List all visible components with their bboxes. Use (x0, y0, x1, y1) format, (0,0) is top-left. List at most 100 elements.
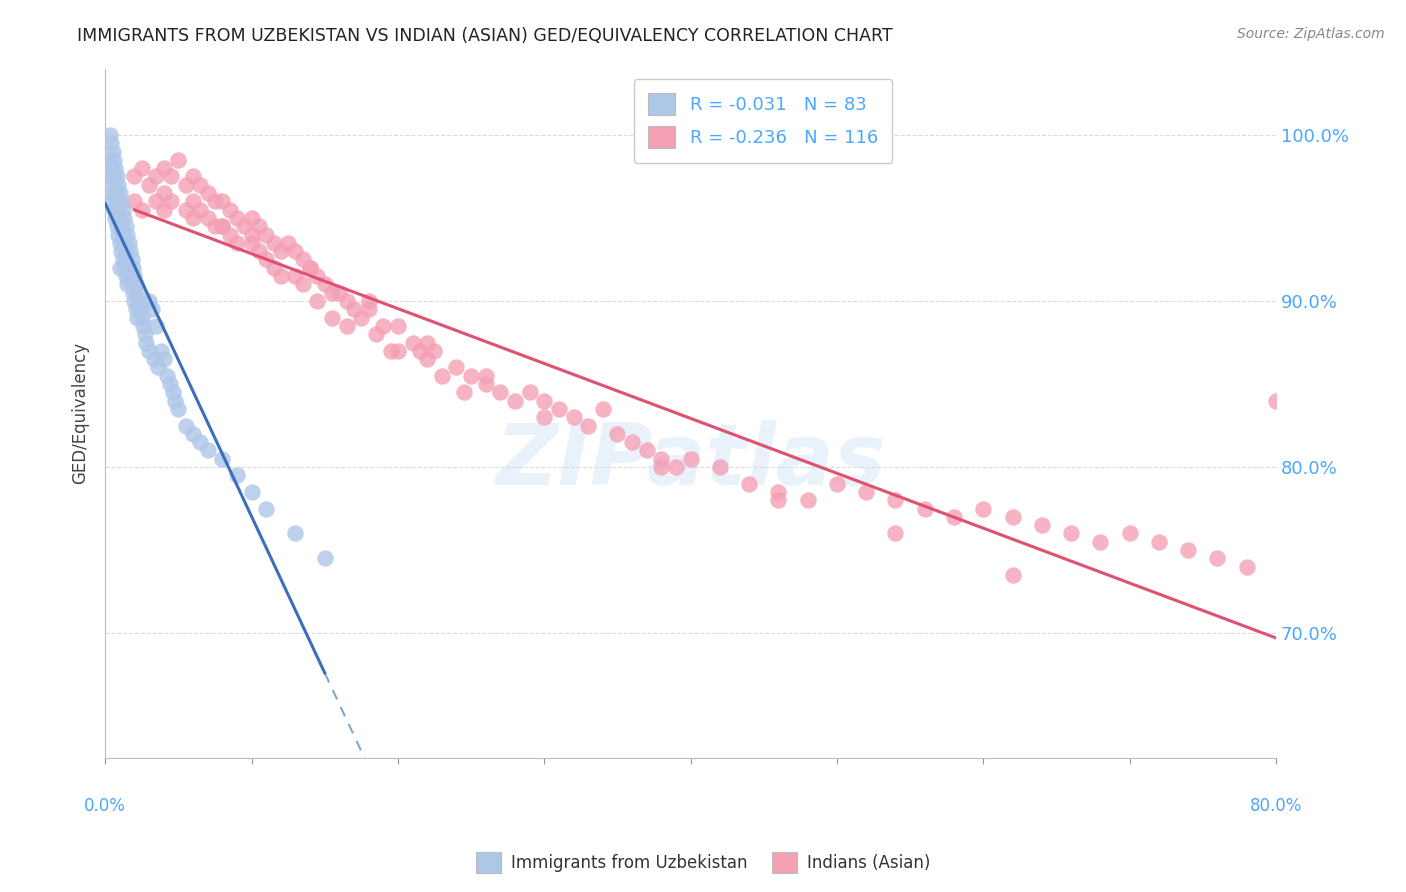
Legend: Immigrants from Uzbekistan, Indians (Asian): Immigrants from Uzbekistan, Indians (Asi… (468, 846, 938, 880)
Point (114, 269, 136, 284)
Point (111, 202, 134, 217)
Point (364, 327, 387, 342)
Point (100, 186, 122, 200)
Point (138, 343, 160, 358)
Point (146, 360, 169, 375)
Point (263, 260, 285, 275)
Point (174, 202, 197, 217)
Point (796, 493, 818, 508)
Point (104, 186, 127, 200)
Point (218, 227, 240, 242)
Point (110, 244, 132, 259)
Point (124, 169, 146, 184)
Point (124, 269, 146, 284)
Point (131, 310, 153, 325)
Point (240, 485, 263, 500)
Point (127, 285, 149, 300)
Point (307, 269, 329, 284)
Point (314, 551, 336, 566)
Point (211, 451, 233, 466)
Point (105, 169, 128, 184)
Point (197, 186, 219, 200)
Point (291, 252, 314, 267)
Point (321, 310, 343, 325)
Point (104, 211, 127, 225)
Point (1060, 526, 1083, 541)
Point (204, 219, 226, 234)
Point (460, 368, 482, 383)
Point (181, 169, 204, 184)
Point (503, 393, 526, 408)
Point (387, 318, 409, 333)
Point (111, 227, 134, 242)
Point (108, 211, 131, 225)
Point (114, 244, 136, 259)
Point (103, 153, 125, 167)
Point (211, 194, 233, 209)
Point (211, 219, 233, 234)
Point (350, 310, 373, 325)
Point (226, 211, 249, 225)
Point (135, 335, 157, 350)
Point (1031, 518, 1053, 533)
Text: ZIPatlas: ZIPatlas (495, 420, 886, 503)
Point (336, 318, 359, 333)
Point (423, 343, 446, 358)
Point (562, 410, 585, 425)
Point (489, 385, 512, 400)
Point (110, 219, 132, 234)
Point (108, 260, 131, 275)
Point (299, 260, 322, 275)
Point (240, 235, 263, 250)
Point (240, 211, 263, 225)
Point (211, 219, 233, 234)
Point (768, 493, 790, 508)
Point (474, 377, 496, 392)
Point (111, 252, 134, 267)
Point (129, 302, 152, 317)
Point (181, 426, 204, 441)
Point (277, 235, 299, 250)
Point (533, 410, 555, 425)
Point (357, 302, 380, 317)
Point (112, 211, 135, 225)
Point (226, 468, 249, 483)
Point (1236, 559, 1258, 574)
Point (125, 277, 148, 292)
Point (357, 293, 380, 308)
Y-axis label: GED/Equivalency: GED/Equivalency (72, 342, 89, 484)
Point (141, 302, 163, 317)
Point (98, 128, 121, 142)
Point (100, 161, 122, 176)
Point (107, 227, 129, 242)
Point (254, 252, 277, 267)
Point (117, 235, 139, 250)
Point (134, 327, 156, 342)
Point (128, 293, 150, 308)
Point (159, 377, 181, 392)
Point (307, 293, 329, 308)
Point (679, 451, 702, 466)
Point (284, 244, 307, 259)
Point (343, 302, 366, 317)
Point (181, 211, 204, 225)
Point (1177, 543, 1199, 558)
Point (1090, 534, 1112, 549)
Point (373, 318, 395, 333)
Point (120, 269, 142, 284)
Point (121, 277, 143, 292)
Point (855, 485, 877, 500)
Point (188, 178, 211, 192)
Point (115, 227, 138, 242)
Point (453, 385, 475, 400)
Point (254, 227, 277, 242)
Point (1001, 568, 1024, 582)
Point (218, 202, 240, 217)
Point (145, 194, 167, 209)
Point (884, 493, 907, 508)
Point (446, 360, 468, 375)
Point (160, 194, 183, 209)
Point (336, 293, 359, 308)
Point (416, 352, 439, 367)
Point (284, 526, 307, 541)
